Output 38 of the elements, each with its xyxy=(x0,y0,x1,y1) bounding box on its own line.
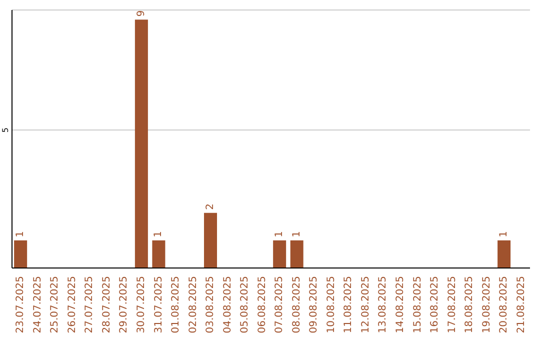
x-tick-label: 31.07.2025 xyxy=(153,276,164,334)
x-tick-label: 10.08.2025 xyxy=(326,276,337,334)
x-tick-label: 12.08.2025 xyxy=(360,276,372,334)
x-tick-label: 09.08.2025 xyxy=(308,276,320,334)
data-label: 1 xyxy=(153,231,164,238)
data-label: 2 xyxy=(205,203,216,210)
x-tick-label: 16.08.2025 xyxy=(430,276,441,334)
x-tick-label: 07.08.2025 xyxy=(274,276,286,334)
x-tick-label: 01.08.2025 xyxy=(170,276,182,334)
x-tick-label: 03.08.2025 xyxy=(205,276,216,334)
x-tick-label: 24.07.2025 xyxy=(32,276,44,334)
x-tick-label: 04.08.2025 xyxy=(222,276,234,334)
x-tick-label: 25.07.2025 xyxy=(50,276,61,334)
x-tick-label: 19.08.2025 xyxy=(481,276,492,334)
x-tick-label: 11.08.2025 xyxy=(343,276,354,334)
x-tick-label: 14.08.2025 xyxy=(395,276,406,334)
x-tick-label: 23.07.2025 xyxy=(15,276,26,334)
x-tick-label: 06.08.2025 xyxy=(256,276,268,334)
x-tick-label: 27.07.2025 xyxy=(84,276,96,334)
x-tick-label: 13.08.2025 xyxy=(378,276,389,334)
data-label: 9 xyxy=(136,10,147,17)
x-tick-label: 17.08.2025 xyxy=(446,276,458,334)
x-tick-label: 28.07.2025 xyxy=(101,276,112,334)
x-tick-label: 21.08.2025 xyxy=(516,276,527,334)
x-tick-label: 30.07.2025 xyxy=(136,276,147,334)
x-tick-label: 15.08.2025 xyxy=(412,276,424,334)
x-tick-label: 20.08.2025 xyxy=(498,276,510,334)
x-tick-label: 29.07.2025 xyxy=(118,276,130,334)
x-tick-label: 08.08.2025 xyxy=(291,276,302,334)
x-tick-label: 26.07.2025 xyxy=(66,276,78,334)
x-tick-label: 18.08.2025 xyxy=(464,276,476,334)
x-tick-label: 02.08.2025 xyxy=(188,276,199,334)
data-label: 1 xyxy=(274,231,286,238)
data-label: 1 xyxy=(291,231,302,238)
data-label: 1 xyxy=(15,231,26,238)
x-tick-label: 05.08.2025 xyxy=(240,276,251,334)
data-label: 1 xyxy=(498,231,510,238)
y-tick-label: 5 xyxy=(1,127,10,133)
